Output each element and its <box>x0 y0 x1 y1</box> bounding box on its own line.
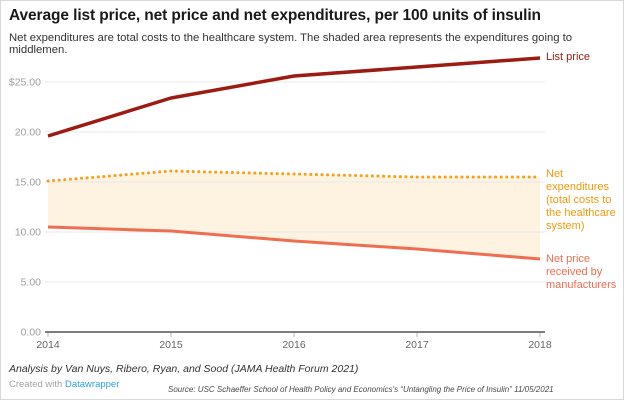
x-axis-label: 2016 <box>282 339 306 351</box>
attribution-line: Created with Datawrapper <box>9 379 119 390</box>
x-axis-label: 2018 <box>528 339 552 351</box>
y-axis-label: 0.00 <box>21 327 42 339</box>
series-line-list-price <box>47 56 541 138</box>
middlemen-shaded-area <box>48 171 540 259</box>
x-axis-label: 2017 <box>405 339 429 351</box>
chart-title: Average list price, net price and net ex… <box>9 7 541 24</box>
y-axis-label: 5.00 <box>21 277 42 289</box>
legend-net-expenditures: Net expenditures (total costs to the hea… <box>546 168 616 232</box>
x-axis-label: 2015 <box>159 339 183 351</box>
source-note: Source: USC Schaeffer School of Health P… <box>168 385 554 394</box>
analysis-note: Analysis by Van Nuys, Ribero, Ryan, and … <box>9 363 359 375</box>
line-chart: 0.00 5.00 10.00 15.00 20.00 $25.00 2014 2015 201… <box>9 56 552 351</box>
y-axis-label: $25.00 <box>9 77 41 89</box>
series-line-net-expenditures <box>46 169 542 183</box>
created-with-text: Created with <box>9 379 63 390</box>
y-axis-label: 20.00 <box>15 127 41 139</box>
x-axis-label: 2014 <box>36 339 60 351</box>
y-axis-label: 10.00 <box>15 227 41 239</box>
series-line-net-price <box>47 225 541 261</box>
datawrapper-link[interactable]: Datawrapper <box>64 379 120 390</box>
legend-net-price: Net price received by manufacturers <box>546 253 617 291</box>
legend-list-price: List price <box>546 51 591 63</box>
y-axis-label: 15.00 <box>15 177 41 189</box>
chart-subtitle: Net expenditures are total costs to the … <box>9 32 573 56</box>
